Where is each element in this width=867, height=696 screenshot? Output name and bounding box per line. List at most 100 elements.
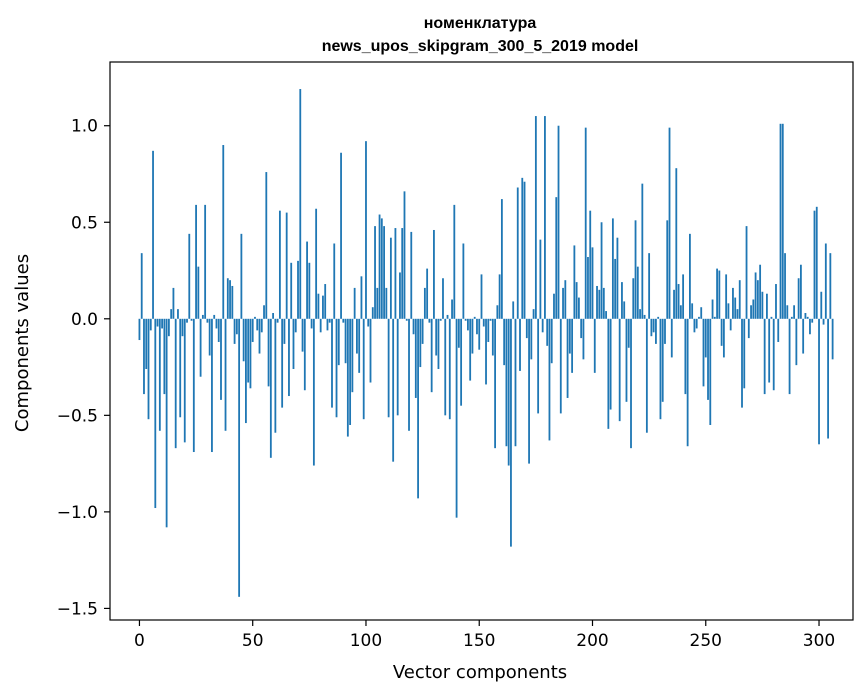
bar-224 — [645, 318, 648, 433]
bar-26 — [197, 266, 200, 319]
bar-4 — [147, 318, 150, 420]
bar-265 — [738, 280, 741, 319]
bar-72 — [301, 318, 304, 352]
bar-208 — [609, 318, 612, 410]
bar-161 — [503, 318, 506, 366]
bar-281 — [775, 284, 777, 319]
bar-62 — [278, 210, 281, 319]
bar-207 — [607, 318, 610, 429]
bar-215 — [625, 318, 628, 402]
bar-42 — [233, 318, 236, 344]
bar-232 — [664, 318, 666, 344]
bar-116 — [401, 228, 404, 319]
bar-156 — [491, 318, 494, 356]
bar-49 — [249, 318, 252, 389]
bar-249 — [702, 318, 705, 387]
bar-168 — [519, 318, 521, 371]
bar-70 — [297, 260, 299, 319]
bar-169 — [521, 177, 524, 319]
bar-273 — [756, 280, 759, 319]
bar-219 — [634, 220, 637, 319]
bar-276 — [763, 318, 766, 395]
bar-86 — [333, 243, 336, 319]
bar-38 — [224, 318, 227, 431]
bar-288 — [790, 316, 793, 319]
bar-25 — [195, 204, 197, 319]
bar-68 — [292, 318, 295, 369]
x-tick-label: 250 — [690, 631, 722, 651]
bar-266 — [741, 318, 743, 408]
bar-33 — [213, 314, 216, 319]
bar-136 — [446, 314, 449, 319]
bar-126 — [423, 287, 426, 319]
bar-113 — [394, 228, 397, 319]
bar-216 — [627, 318, 630, 348]
bar-117 — [403, 191, 406, 319]
bar-270 — [750, 305, 752, 319]
bar-127 — [426, 268, 429, 319]
bar-145 — [467, 318, 469, 331]
bar-151 — [480, 274, 483, 319]
x-axis-label: Vector components — [393, 662, 567, 683]
bar-302 — [822, 318, 825, 325]
bar-295 — [806, 316, 809, 319]
bar-293 — [802, 318, 805, 354]
bar-2 — [143, 318, 145, 395]
bar-198 — [587, 257, 589, 319]
bar-31 — [208, 318, 211, 356]
bar-115 — [399, 272, 401, 319]
bar-110 — [387, 318, 390, 418]
bar-248 — [700, 307, 703, 319]
bar-158 — [496, 305, 499, 319]
bar-192 — [573, 245, 576, 319]
bar-304 — [827, 318, 829, 439]
bar-109 — [385, 287, 388, 319]
bar-175 — [534, 116, 537, 319]
bar-125 — [421, 318, 424, 344]
bar-35 — [217, 318, 220, 342]
bar-132 — [437, 318, 440, 369]
bar-176 — [537, 318, 540, 414]
bar-218 — [632, 278, 635, 319]
bar-261 — [729, 318, 732, 331]
bar-79 — [317, 293, 320, 319]
bar-296 — [809, 318, 811, 335]
bar-250 — [704, 318, 707, 358]
bar-57 — [267, 318, 270, 387]
bar-289 — [793, 305, 796, 319]
bar-291 — [797, 278, 800, 319]
bar-220 — [636, 266, 639, 319]
bar-235 — [670, 318, 673, 358]
bar-95 — [353, 287, 356, 319]
bar-46 — [242, 318, 245, 362]
bar-279 — [770, 316, 773, 319]
bar-119 — [408, 318, 410, 431]
bar-202 — [596, 285, 598, 319]
bar-180 — [546, 318, 549, 346]
bar-133 — [439, 318, 442, 321]
bar-91 — [344, 318, 347, 364]
bar-172 — [528, 318, 530, 464]
bar-170 — [523, 181, 526, 319]
bar-87 — [335, 318, 338, 418]
bar-264 — [736, 309, 739, 319]
axes-layer: 0 50 100 150 200 250 300 1.0 0.5 0.0 −0.5 −1.0 −1.5 — [57, 61, 854, 651]
bar-305 — [829, 253, 832, 319]
bar-7 — [154, 318, 157, 509]
bar-229 — [657, 316, 660, 319]
bar-187 — [562, 287, 564, 319]
bar-121 — [412, 318, 415, 335]
chart-title: номенклатура news_upos_skipgram_300_5_20… — [322, 15, 639, 55]
bar-154 — [487, 318, 490, 342]
plot-frame — [109, 61, 854, 621]
bar-107 — [380, 218, 383, 319]
bar-51 — [254, 316, 256, 319]
bar-3 — [145, 318, 148, 369]
bar-55 — [263, 305, 265, 319]
y-tick-label: 0.5 — [71, 213, 98, 233]
bar-53 — [258, 318, 261, 354]
bar-287 — [788, 318, 791, 395]
bar-260 — [727, 303, 730, 319]
bar-152 — [482, 318, 485, 327]
